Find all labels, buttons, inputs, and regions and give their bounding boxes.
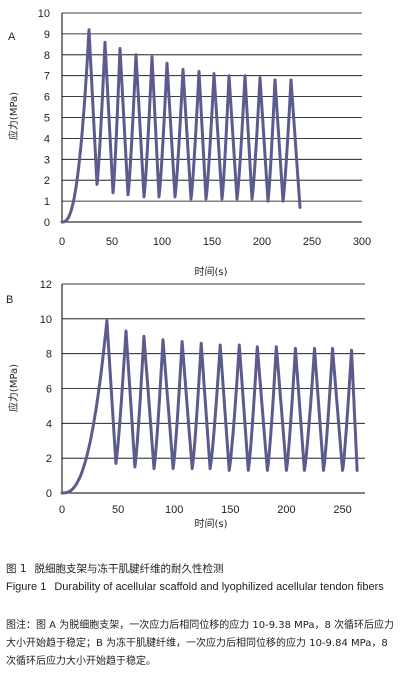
chart-b-ytick-label: 10 <box>40 314 52 326</box>
chart-b-ytick-label: 8 <box>46 349 52 361</box>
figure-caption-en: Figure 1 Durability of acellular scaffold… <box>6 579 400 596</box>
caption-label-en: Figure 1 <box>6 581 47 593</box>
chart-b-xtick-label: 150 <box>221 504 239 516</box>
chart-a-ytick-label: 7 <box>44 71 50 83</box>
chart-a-ytick-label: 8 <box>44 50 50 62</box>
chart-b: 0 2 4 6 8 10 12 0 50 100 150 200 250 <box>40 279 365 516</box>
caption-title-en: Durability of acellular scaffold and lyo… <box>54 581 384 593</box>
chart-a-xtick-label: 200 <box>253 236 271 248</box>
chart-a-ytick-label: 2 <box>44 175 50 187</box>
chart-a-xlabel: 时间(s) <box>194 265 227 278</box>
chart-a-xtick-label: 250 <box>303 236 321 248</box>
chart-a-xtick-label: 100 <box>153 236 171 248</box>
chart-b-stress-series <box>60 319 359 495</box>
chart-a-xtick-label: 50 <box>106 236 118 248</box>
chart-b-ytick-label: 6 <box>46 384 52 396</box>
chart-a-ytick-label: 6 <box>44 92 50 104</box>
chart-a-ytick-label: 5 <box>44 113 50 125</box>
chart-b-xtick-label: 200 <box>277 504 295 516</box>
chart-a-ytick-label: 10 <box>38 8 50 20</box>
chart-b-ytick-label: 4 <box>46 418 52 430</box>
chart-b-xtick-label: 0 <box>59 504 65 516</box>
chart-b-ylabel: 应力(MPa) <box>7 364 20 412</box>
chart-b-xlabel: 时间(s) <box>194 517 227 530</box>
chart-a-ytick-label: 4 <box>44 133 50 145</box>
chart-a-ytick-label: 3 <box>44 154 50 166</box>
chart-b-xtick-label: 250 <box>333 504 351 516</box>
chart-a-ylabel: 应力(MPa) <box>7 92 20 140</box>
panel-a-letter: A <box>8 31 16 43</box>
chart-a-xtick-label: 150 <box>203 236 221 248</box>
chart-a-ytick-label: 9 <box>44 29 50 41</box>
chart-b-ytick-label: 2 <box>46 453 52 465</box>
chart-a-xtick-label: 0 <box>59 236 65 248</box>
caption-title-cn: 脱细胞支架与冻干肌腱纤维的耐久性检测 <box>34 563 224 575</box>
chart-a-ytick-label: 0 <box>44 217 50 229</box>
figure-note: 图注：图 A 为脱细胞支架，一次应力后相同位移的应力 10-9.38 MPa，8… <box>6 620 395 667</box>
chart-b-xtick-label: 50 <box>112 504 124 516</box>
chart-a-xtick-label: 300 <box>353 236 371 248</box>
chart-b-ytick-label: 0 <box>46 488 52 500</box>
chart-a-ytick-label: 1 <box>44 196 50 208</box>
chart-a-stress-series <box>60 28 302 224</box>
chart-b-ytick-label: 12 <box>40 279 52 291</box>
chart-b-xtick-label: 100 <box>165 504 183 516</box>
figure-caption-cn: 图 1 脱细胞支架与冻干肌腱纤维的耐久性检测 <box>6 561 400 578</box>
panel-b-letter: B <box>6 294 13 306</box>
caption-label-cn: 图 1 <box>6 563 27 575</box>
